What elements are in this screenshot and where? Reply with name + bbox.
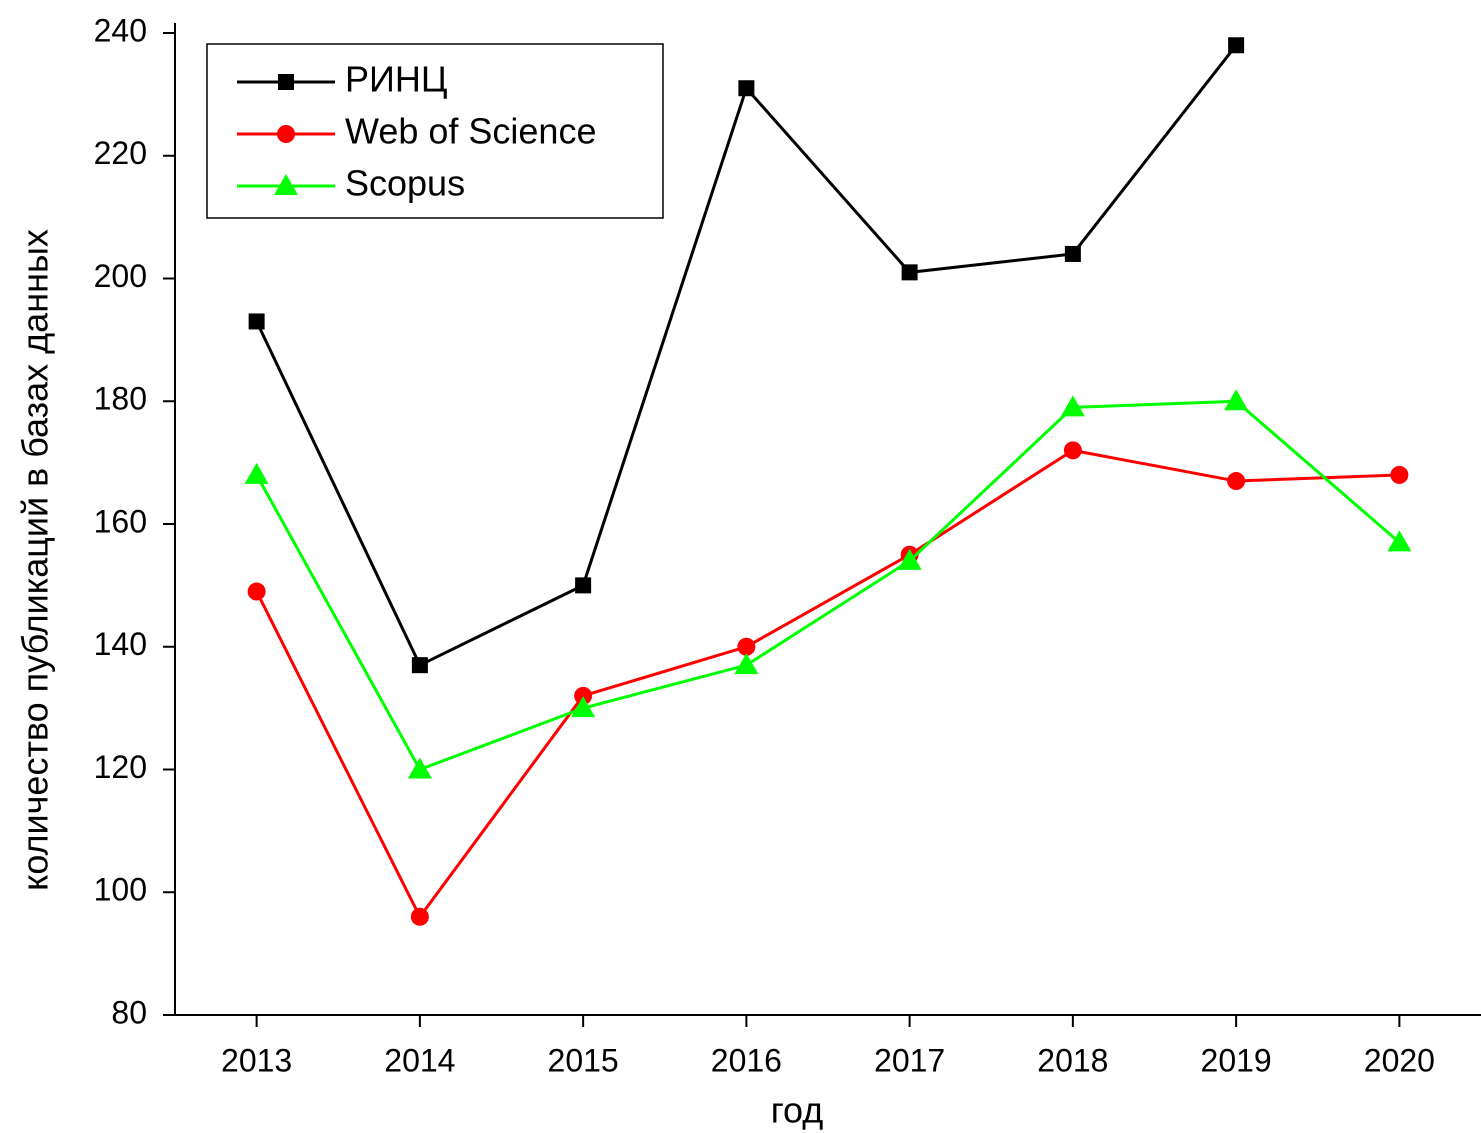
marker	[1060, 395, 1085, 417]
x-axis-label: год	[771, 1090, 824, 1131]
y-tick-label: 220	[94, 135, 147, 171]
x-tick-label: 2014	[384, 1042, 455, 1078]
legend-label: РИНЦ	[345, 59, 448, 100]
marker	[248, 313, 265, 330]
marker	[407, 757, 432, 779]
x-tick-label: 2016	[711, 1042, 782, 1078]
y-tick-label: 100	[94, 872, 147, 908]
x-tick-label: 2019	[1201, 1042, 1272, 1078]
legend-label: Web of Science	[345, 111, 596, 152]
y-tick-label: 120	[94, 749, 147, 785]
series-line	[255, 399, 1401, 772]
marker	[575, 577, 592, 594]
series-line	[255, 448, 1400, 920]
x-tick-label: 2018	[1037, 1042, 1108, 1078]
marker	[1228, 37, 1245, 54]
y-tick-label: 160	[94, 503, 147, 539]
marker	[244, 462, 269, 484]
x-tick-label: 2017	[874, 1042, 945, 1078]
marker	[1387, 530, 1412, 552]
y-tick-label: 180	[94, 381, 147, 417]
marker	[410, 907, 429, 926]
y-tick-label: 240	[94, 12, 147, 48]
marker	[277, 125, 295, 143]
marker	[738, 80, 755, 97]
y-tick-label: 140	[94, 626, 147, 662]
y-tick-label: 80	[111, 994, 147, 1030]
y-tick-label: 200	[94, 258, 147, 294]
marker	[901, 264, 918, 281]
marker	[574, 686, 593, 705]
x-tick-label: 2020	[1364, 1042, 1435, 1078]
marker	[734, 653, 759, 675]
marker	[737, 637, 756, 656]
x-tick-label: 2013	[221, 1042, 292, 1078]
x-tick-label: 2015	[548, 1042, 619, 1078]
y-axis-label: количество публикаций в базах данных	[15, 229, 56, 891]
marker	[411, 657, 428, 674]
legend-label: Scopus	[345, 163, 465, 204]
marker	[571, 696, 596, 718]
marker	[278, 74, 294, 90]
marker	[1227, 472, 1246, 491]
marker	[897, 548, 922, 570]
marker	[274, 174, 298, 195]
marker	[1063, 441, 1082, 460]
marker	[247, 582, 266, 601]
marker	[1224, 389, 1249, 411]
marker	[1064, 245, 1081, 262]
marker	[1390, 465, 1409, 484]
